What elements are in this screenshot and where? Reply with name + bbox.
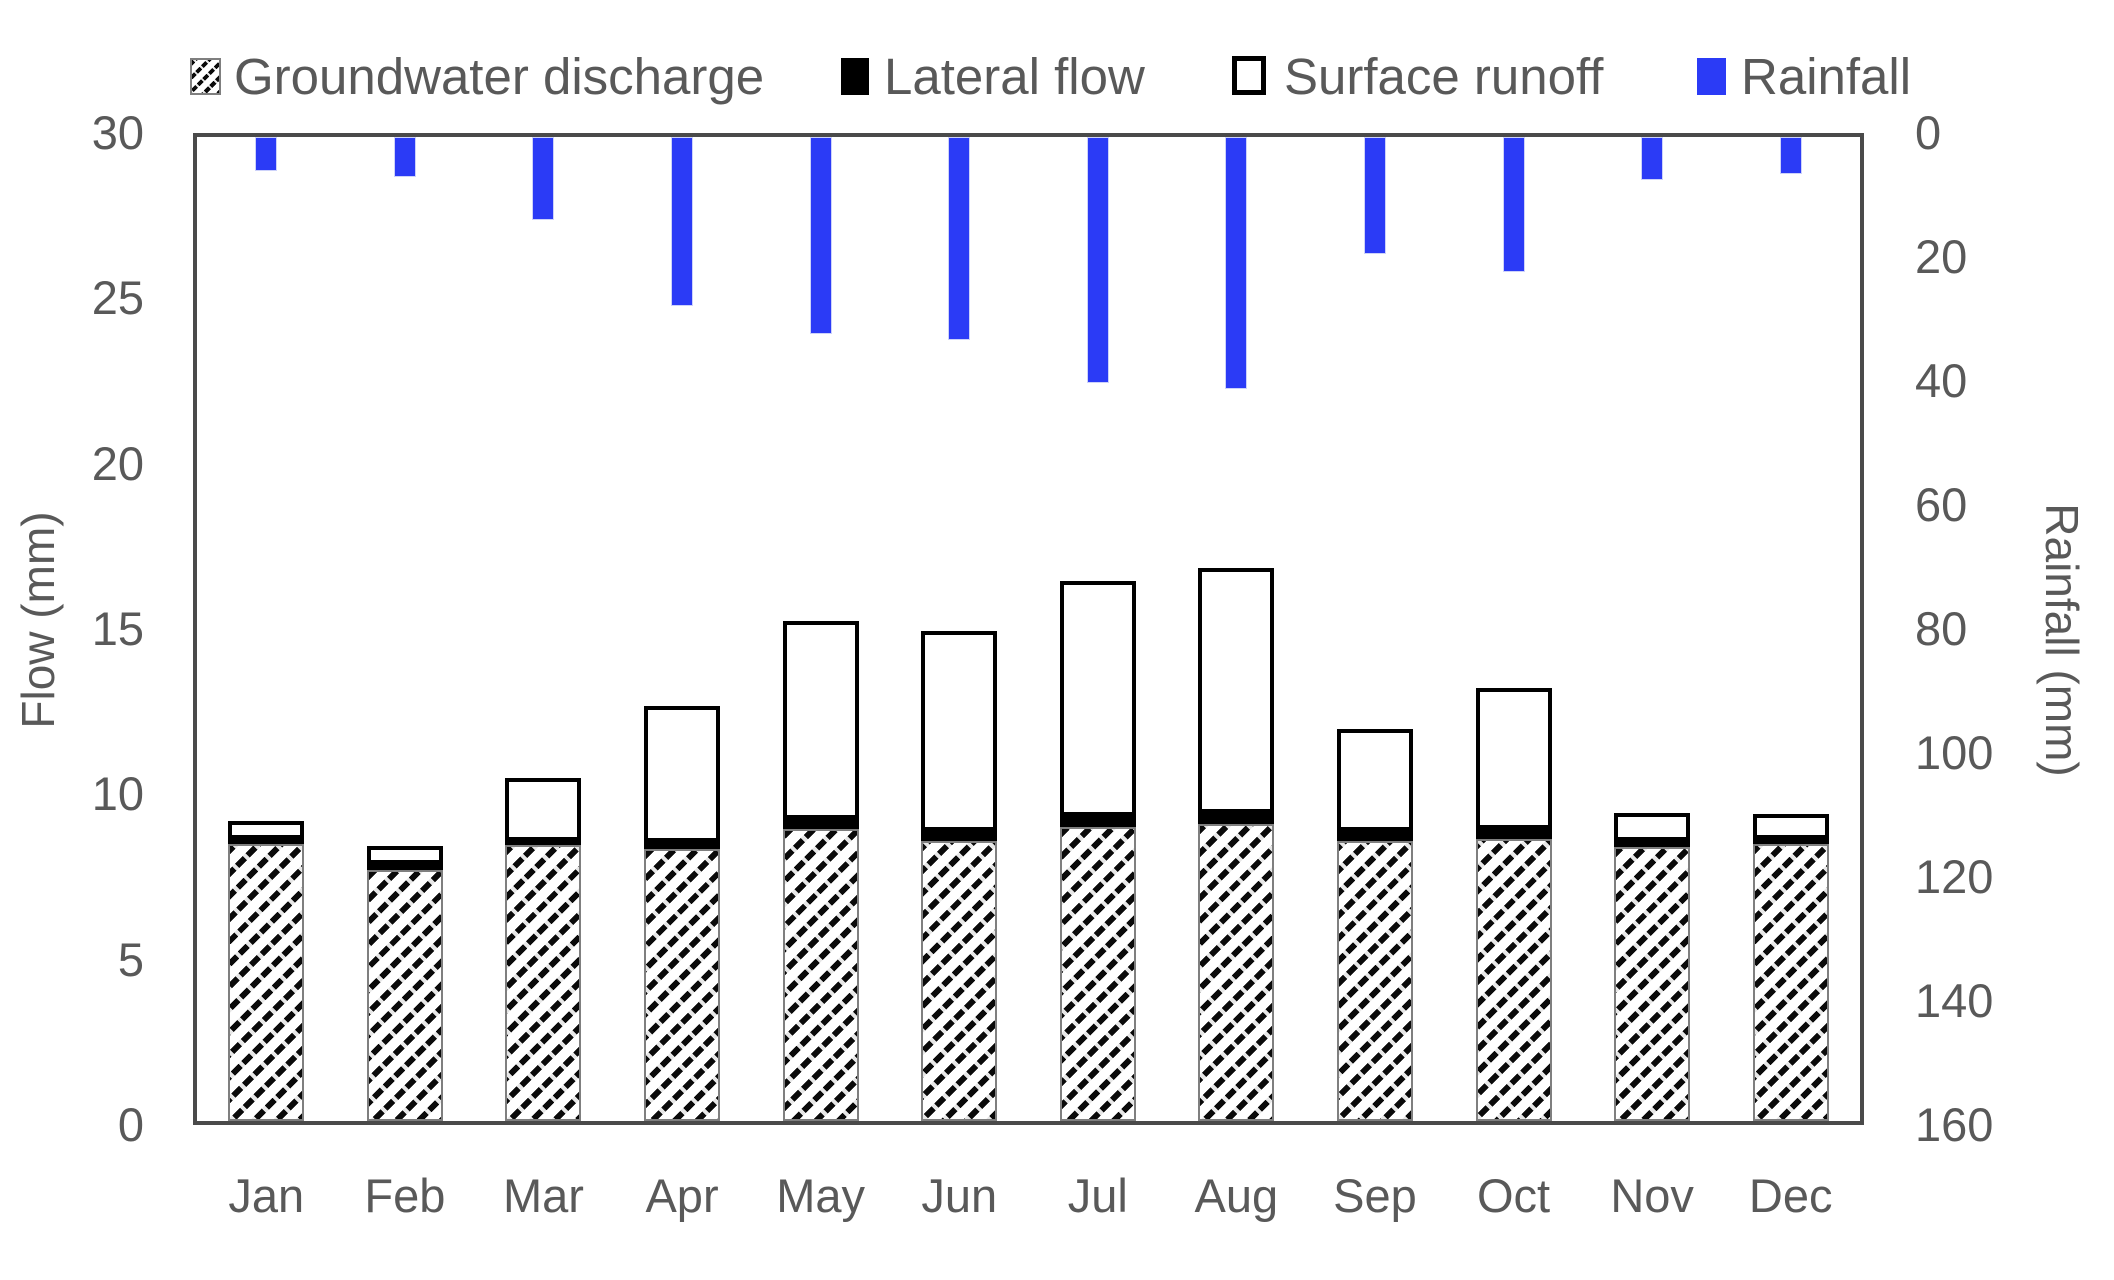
legend-swatch-groundwater-icon (190, 58, 221, 95)
groundwater-segment (1614, 847, 1691, 1121)
groundwater-segment (1752, 843, 1829, 1121)
rainfall-bar (1086, 137, 1109, 383)
rainfall-bar (1225, 137, 1248, 390)
legend-swatch-runoff-icon (1232, 56, 1266, 95)
right-axis-tick: 40 (1915, 354, 1968, 407)
lateral-flow-segment (921, 830, 998, 841)
rainfall-bar (1502, 137, 1525, 273)
lateral-flow-segment (228, 838, 305, 844)
rainfall-bar (1779, 137, 1802, 174)
right-axis-tick: 60 (1915, 478, 1968, 531)
lateral-flow-segment (1752, 838, 1829, 844)
surface-runoff-segment (1198, 568, 1275, 813)
groundwater-segment (505, 845, 582, 1121)
x-axis-label: Oct (1476, 1169, 1551, 1222)
surface-runoff-segment (1336, 729, 1413, 831)
left-axis-tick: 25 (91, 271, 144, 325)
groundwater-segment (228, 843, 305, 1121)
left-axis-tick: 10 (91, 767, 144, 821)
x-axis-label: Jan (228, 1169, 305, 1222)
right-axis-title: Rainfall (mm) (2036, 503, 2088, 777)
x-axis-label: Jul (1067, 1169, 1128, 1222)
x-axis-label: Mar (502, 1169, 584, 1222)
lateral-flow-segment (1475, 829, 1552, 839)
x-axis-label: Aug (1194, 1169, 1279, 1222)
right-axis-tick: 120 (1915, 850, 1994, 903)
right-axis-tick: 100 (1915, 726, 1994, 779)
x-axis-label: May (776, 1169, 866, 1222)
right-axis-tick: 0 (1915, 106, 1942, 159)
right-axis-tick: 80 (1915, 602, 1968, 655)
surface-runoff-segment (782, 620, 859, 820)
left-axis-tick: 5 (117, 932, 144, 986)
groundwater-segment (1059, 827, 1136, 1121)
lateral-flow-segment (366, 863, 443, 871)
rainfall-bar (948, 137, 971, 340)
right-axis-tick: 140 (1915, 974, 1994, 1027)
surface-runoff-segment (644, 706, 721, 843)
lateral-flow-segment (505, 840, 582, 846)
x-axis-label: Apr (645, 1169, 719, 1222)
groundwater-segment (1475, 838, 1552, 1121)
right-axis-tick: 160 (1915, 1098, 1994, 1151)
legend-label-rainfall: Rainfall (1741, 48, 1912, 105)
plot-area (193, 133, 1864, 1125)
right-axis-tick: 20 (1915, 230, 1968, 283)
x-axis-label: Dec (1748, 1169, 1833, 1222)
rainfall-bar (671, 137, 694, 307)
x-axis-label: Nov (1610, 1169, 1694, 1222)
surface-runoff-segment (505, 778, 582, 841)
rainfall-bar (1363, 137, 1386, 254)
surface-runoff-segment (921, 630, 998, 831)
x-axis-label: Sep (1333, 1169, 1417, 1222)
lateral-flow-segment (782, 819, 859, 830)
x-axis-label: Feb (364, 1169, 446, 1222)
x-axis-label: Jun (921, 1169, 998, 1222)
legend-label-runoff: Surface runoff (1284, 48, 1604, 105)
surface-runoff-segment (1059, 581, 1136, 816)
surface-runoff-segment (1752, 814, 1829, 839)
lateral-flow-segment (1614, 840, 1691, 848)
legend-label-groundwater: Groundwater discharge (234, 48, 765, 105)
rainfall-bar (532, 137, 555, 221)
lateral-flow-segment (644, 842, 721, 849)
legend-label-lateral: Lateral flow (884, 48, 1145, 105)
lateral-flow-segment (1336, 830, 1413, 841)
groundwater-segment (644, 848, 721, 1121)
surface-runoff-segment (366, 845, 443, 864)
surface-runoff-segment (1614, 812, 1691, 841)
legend-swatch-lateral-icon (841, 58, 869, 95)
left-axis-tick: 20 (91, 436, 144, 490)
left-axis-tick: 30 (91, 106, 144, 159)
lateral-flow-segment (1198, 812, 1275, 825)
groundwater-segment (1198, 824, 1275, 1121)
legend-swatch-rainfall-icon (1697, 58, 1726, 95)
rainfall-bar (809, 137, 832, 334)
groundwater-segment (921, 840, 998, 1121)
groundwater-segment (1336, 840, 1413, 1121)
surface-runoff-segment (1475, 688, 1552, 830)
lateral-flow-segment (1059, 815, 1136, 828)
rainfall-bar (255, 137, 278, 171)
left-axis-tick: 15 (91, 602, 144, 655)
rainfall-bar (1641, 137, 1664, 181)
groundwater-segment (782, 829, 859, 1121)
groundwater-segment (366, 870, 443, 1121)
rainfall-bar (393, 137, 416, 177)
surface-runoff-segment (228, 820, 305, 839)
left-axis-tick: 0 (117, 1098, 144, 1151)
